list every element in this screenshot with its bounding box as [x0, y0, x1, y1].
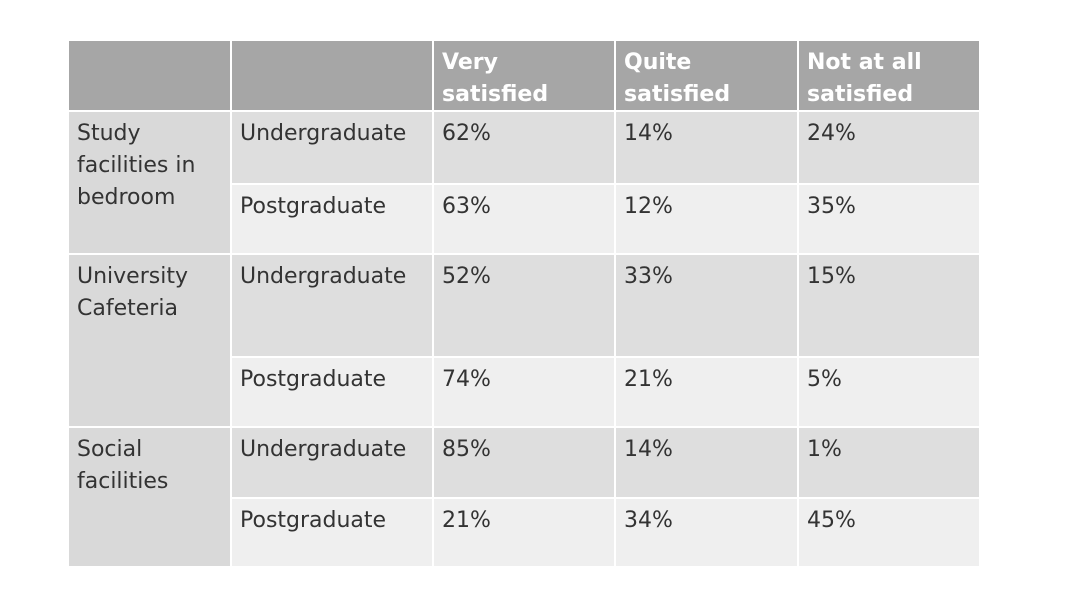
value-cell: 5%	[798, 357, 980, 427]
value-cell: 45%	[798, 498, 980, 567]
value-cell: 35%	[798, 184, 980, 254]
value-cell: 15%	[798, 254, 980, 357]
level-cell: Undergraduate	[231, 111, 433, 184]
level-cell: Undergraduate	[231, 254, 433, 357]
header-blank	[68, 40, 231, 111]
group-label: Study facilities in bedroom	[68, 111, 231, 254]
column-header: Quite satisfied	[615, 40, 798, 111]
level-cell: Postgraduate	[231, 357, 433, 427]
value-cell: 52%	[433, 254, 615, 357]
level-cell: Postgraduate	[231, 498, 433, 567]
value-cell: 24%	[798, 111, 980, 184]
value-cell: 62%	[433, 111, 615, 184]
column-header: Very satisfied	[433, 40, 615, 111]
level-cell: Postgraduate	[231, 184, 433, 254]
value-cell: 63%	[433, 184, 615, 254]
value-cell: 14%	[615, 111, 798, 184]
value-cell: 21%	[615, 357, 798, 427]
value-cell: 14%	[615, 427, 798, 498]
value-cell: 21%	[433, 498, 615, 567]
header-blank	[231, 40, 433, 111]
column-header: Not at all satisfied	[798, 40, 980, 111]
value-cell: 34%	[615, 498, 798, 567]
group-label: University Cafeteria	[68, 254, 231, 427]
level-cell: Undergraduate	[231, 427, 433, 498]
value-cell: 12%	[615, 184, 798, 254]
group-label: Social facilities	[68, 427, 231, 567]
value-cell: 85%	[433, 427, 615, 498]
value-cell: 1%	[798, 427, 980, 498]
value-cell: 33%	[615, 254, 798, 357]
value-cell: 74%	[433, 357, 615, 427]
